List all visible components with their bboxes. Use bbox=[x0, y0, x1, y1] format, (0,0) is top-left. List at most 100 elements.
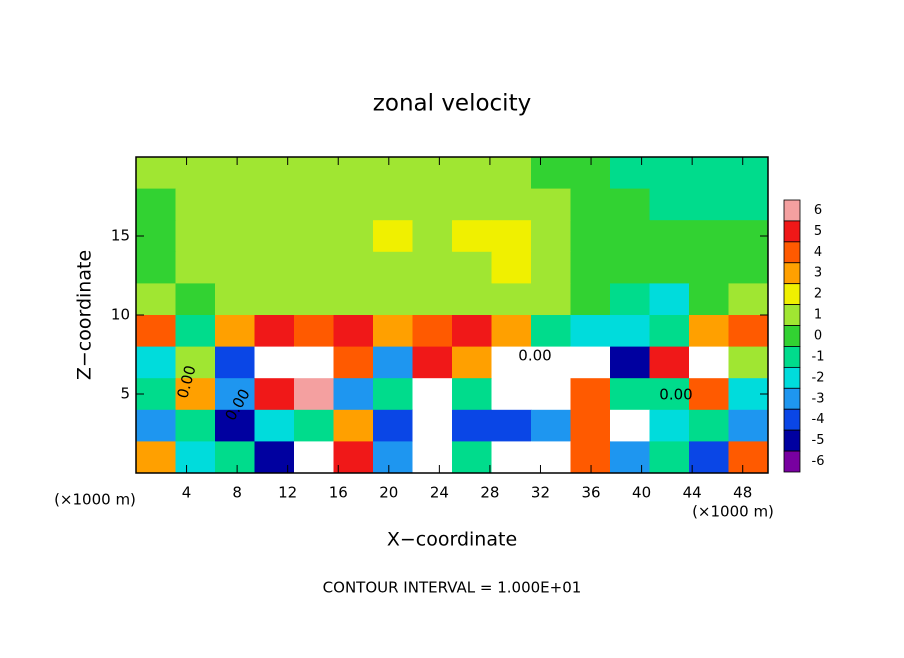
field-cell bbox=[570, 157, 611, 190]
field-cell bbox=[610, 378, 650, 411]
colorbar-swatch bbox=[783, 262, 801, 285]
field-cell bbox=[254, 220, 295, 253]
field-cell bbox=[373, 409, 413, 442]
field-cell bbox=[491, 346, 532, 379]
field-cell bbox=[610, 441, 650, 474]
field-cell bbox=[452, 220, 492, 253]
field-cell bbox=[254, 188, 295, 221]
field-cell bbox=[294, 441, 334, 474]
field-cell bbox=[689, 378, 729, 411]
field-cell bbox=[294, 315, 334, 348]
field-cell bbox=[649, 441, 690, 474]
x-tick-label: 28 bbox=[480, 484, 499, 502]
colorbar-swatch bbox=[783, 346, 801, 368]
field-cell bbox=[175, 441, 216, 474]
colorbar-swatch bbox=[783, 199, 801, 222]
field-cell bbox=[728, 346, 769, 379]
field-cell bbox=[333, 251, 374, 284]
field-cell bbox=[531, 220, 571, 253]
field-cell bbox=[452, 441, 492, 474]
field-cell bbox=[333, 378, 374, 411]
field-cell bbox=[491, 441, 532, 474]
colorbar-label: -6 bbox=[812, 454, 825, 469]
field-cell bbox=[728, 409, 769, 442]
field-cell bbox=[531, 441, 571, 474]
field-cell bbox=[689, 188, 729, 221]
field-cell bbox=[610, 315, 650, 348]
field-cell bbox=[215, 157, 255, 190]
field-cell bbox=[452, 283, 492, 316]
field-cell bbox=[254, 346, 295, 379]
x-unit: (×1000 m) bbox=[692, 503, 774, 521]
field-cell bbox=[215, 378, 255, 411]
field-cell bbox=[136, 157, 176, 190]
contour-label: 0.00 bbox=[659, 386, 692, 404]
field-cell bbox=[254, 441, 295, 474]
field-cell bbox=[215, 220, 255, 253]
field-cell bbox=[531, 188, 571, 221]
field-cell bbox=[333, 220, 374, 253]
y-axis-label: Z−coordinate bbox=[74, 250, 96, 380]
field-cell bbox=[412, 409, 453, 442]
field-cell bbox=[491, 315, 532, 348]
field-cell bbox=[373, 220, 413, 253]
field-cell bbox=[570, 283, 611, 316]
field-cell bbox=[649, 378, 690, 411]
field-cell bbox=[610, 251, 650, 284]
y-tick-label: 5 bbox=[120, 385, 130, 403]
field-cell bbox=[373, 251, 413, 284]
field-cell bbox=[215, 283, 255, 316]
field-cell bbox=[649, 251, 690, 284]
field-cell bbox=[570, 251, 611, 284]
field-cell bbox=[649, 346, 690, 379]
field-cell bbox=[136, 315, 176, 348]
colorbar-label: 1 bbox=[814, 308, 822, 323]
field-cell bbox=[610, 283, 650, 316]
field-cell bbox=[136, 251, 176, 284]
colorbar-swatch bbox=[783, 325, 801, 347]
field-cell bbox=[491, 188, 532, 221]
chart-title: zonal velocity bbox=[373, 91, 531, 117]
field-cell bbox=[610, 409, 650, 442]
field-cell bbox=[689, 409, 729, 442]
field-cell bbox=[175, 157, 216, 190]
field-cell bbox=[412, 157, 453, 190]
contour-label: 0.00 bbox=[518, 347, 551, 365]
field-cell bbox=[294, 188, 334, 221]
field-cell bbox=[373, 441, 413, 474]
field-cell bbox=[452, 157, 492, 190]
colorbar-label: -2 bbox=[812, 370, 825, 385]
field-cell bbox=[136, 409, 176, 442]
field-cell bbox=[175, 378, 216, 411]
field-cell bbox=[215, 346, 255, 379]
x-tick-label: 32 bbox=[531, 484, 550, 502]
field-cell bbox=[531, 283, 571, 316]
field-cell bbox=[215, 188, 255, 221]
x-tick-label: 4 bbox=[182, 484, 192, 502]
field-cell bbox=[452, 409, 492, 442]
field-cell bbox=[254, 251, 295, 284]
field-cell bbox=[333, 157, 374, 190]
field-cell bbox=[531, 251, 571, 284]
colorbar-swatch bbox=[783, 220, 801, 243]
field-cell bbox=[649, 315, 690, 348]
field-cell bbox=[689, 315, 729, 348]
field-cell bbox=[728, 251, 769, 284]
field-cell bbox=[373, 283, 413, 316]
colorbar-label: -1 bbox=[812, 349, 825, 364]
colorbar-label: -5 bbox=[812, 433, 825, 448]
x-unit: (×1000 m) bbox=[54, 491, 136, 509]
field-cell bbox=[689, 346, 729, 379]
field-cell bbox=[491, 157, 532, 190]
x-tick-label: 44 bbox=[683, 484, 702, 502]
x-tick-label: 40 bbox=[632, 484, 651, 502]
field-cell bbox=[491, 283, 532, 316]
colorbar-label: -4 bbox=[812, 412, 825, 427]
field-cell bbox=[175, 409, 216, 442]
field-cell bbox=[254, 378, 295, 411]
colorbar-swatch bbox=[783, 283, 801, 306]
field-cell bbox=[491, 251, 532, 284]
field-cell bbox=[491, 409, 532, 442]
x-tick-label: 12 bbox=[278, 484, 297, 502]
